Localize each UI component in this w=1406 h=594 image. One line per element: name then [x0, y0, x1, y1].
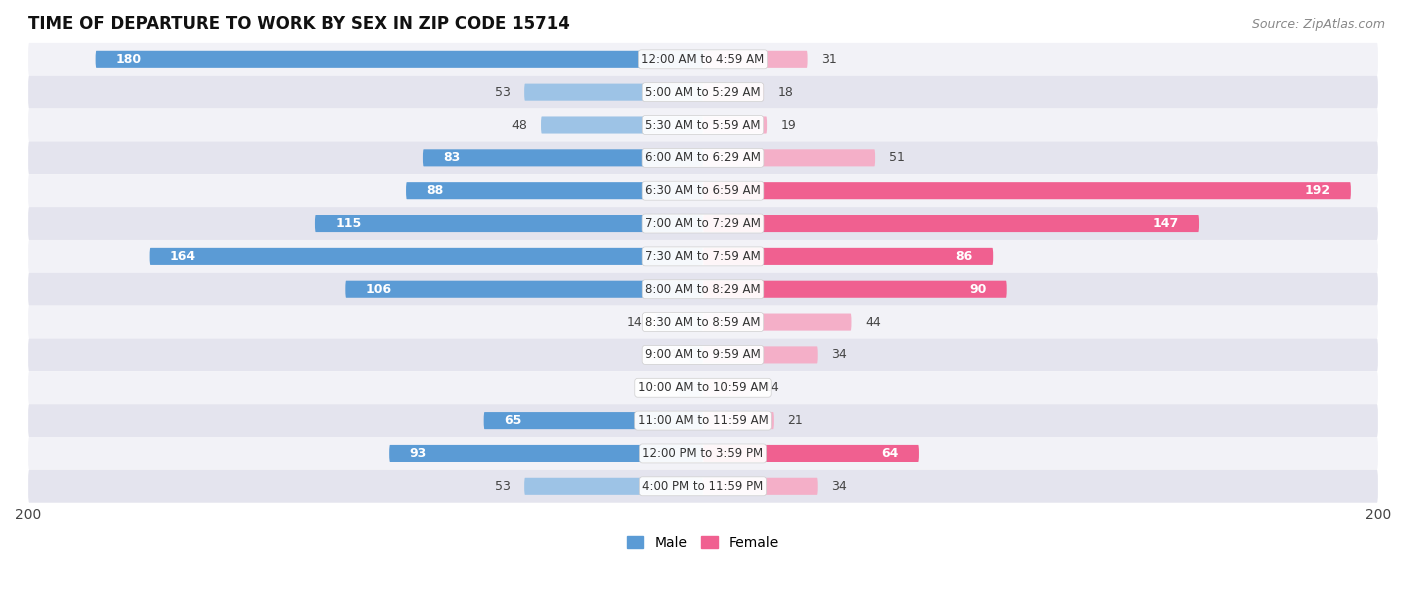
Text: 8:30 AM to 8:59 AM: 8:30 AM to 8:59 AM	[645, 315, 761, 328]
FancyBboxPatch shape	[28, 437, 1378, 470]
FancyBboxPatch shape	[28, 75, 1378, 109]
FancyBboxPatch shape	[315, 215, 703, 232]
Text: 115: 115	[335, 217, 361, 230]
Legend: Male, Female: Male, Female	[621, 530, 785, 555]
FancyBboxPatch shape	[703, 149, 875, 166]
FancyBboxPatch shape	[703, 215, 1199, 232]
Text: 53: 53	[495, 480, 510, 493]
Text: 10:00 AM to 10:59 AM: 10:00 AM to 10:59 AM	[638, 381, 768, 394]
Text: 12:00 AM to 4:59 AM: 12:00 AM to 4:59 AM	[641, 53, 765, 66]
FancyBboxPatch shape	[28, 470, 1378, 503]
Text: 51: 51	[889, 151, 904, 165]
Text: 8:00 AM to 8:29 AM: 8:00 AM to 8:29 AM	[645, 283, 761, 296]
Text: 147: 147	[1153, 217, 1178, 230]
Text: 48: 48	[512, 118, 527, 131]
Text: 6:30 AM to 6:59 AM: 6:30 AM to 6:59 AM	[645, 184, 761, 197]
Text: 14: 14	[627, 315, 643, 328]
FancyBboxPatch shape	[28, 306, 1378, 339]
FancyBboxPatch shape	[703, 346, 818, 364]
Text: 7:30 AM to 7:59 AM: 7:30 AM to 7:59 AM	[645, 250, 761, 263]
FancyBboxPatch shape	[703, 50, 807, 68]
FancyBboxPatch shape	[484, 412, 703, 429]
FancyBboxPatch shape	[28, 339, 1378, 371]
Text: 90: 90	[969, 283, 987, 296]
Text: 4: 4	[668, 349, 676, 361]
FancyBboxPatch shape	[703, 379, 751, 396]
Text: Source: ZipAtlas.com: Source: ZipAtlas.com	[1251, 18, 1385, 31]
FancyBboxPatch shape	[28, 207, 1378, 240]
FancyBboxPatch shape	[28, 240, 1378, 273]
FancyBboxPatch shape	[28, 109, 1378, 141]
Text: 9:00 AM to 9:59 AM: 9:00 AM to 9:59 AM	[645, 349, 761, 361]
FancyBboxPatch shape	[389, 445, 703, 462]
Text: 34: 34	[831, 480, 846, 493]
Text: 83: 83	[443, 151, 460, 165]
FancyBboxPatch shape	[28, 43, 1378, 75]
Text: 18: 18	[778, 86, 793, 99]
Text: 12:00 PM to 3:59 PM: 12:00 PM to 3:59 PM	[643, 447, 763, 460]
FancyBboxPatch shape	[703, 116, 768, 134]
Text: 88: 88	[426, 184, 443, 197]
FancyBboxPatch shape	[524, 84, 703, 101]
Text: 7: 7	[658, 381, 666, 394]
Text: 53: 53	[495, 86, 510, 99]
Text: 86: 86	[956, 250, 973, 263]
FancyBboxPatch shape	[346, 281, 703, 298]
FancyBboxPatch shape	[541, 116, 703, 134]
FancyBboxPatch shape	[703, 478, 818, 495]
FancyBboxPatch shape	[655, 314, 703, 331]
FancyBboxPatch shape	[703, 248, 993, 265]
Text: 64: 64	[882, 447, 898, 460]
FancyBboxPatch shape	[703, 445, 920, 462]
FancyBboxPatch shape	[703, 281, 1007, 298]
FancyBboxPatch shape	[703, 84, 763, 101]
FancyBboxPatch shape	[149, 248, 703, 265]
Text: 14: 14	[763, 381, 779, 394]
Text: 34: 34	[831, 349, 846, 361]
FancyBboxPatch shape	[28, 273, 1378, 306]
Text: 93: 93	[409, 447, 426, 460]
FancyBboxPatch shape	[703, 182, 1351, 199]
FancyBboxPatch shape	[28, 174, 1378, 207]
FancyBboxPatch shape	[96, 50, 703, 68]
Text: 19: 19	[780, 118, 796, 131]
Text: 164: 164	[170, 250, 195, 263]
Text: 180: 180	[115, 53, 142, 66]
FancyBboxPatch shape	[703, 412, 773, 429]
Text: 5:30 AM to 5:59 AM: 5:30 AM to 5:59 AM	[645, 118, 761, 131]
FancyBboxPatch shape	[703, 314, 852, 331]
Text: 21: 21	[787, 414, 803, 427]
FancyBboxPatch shape	[28, 371, 1378, 404]
Text: TIME OF DEPARTURE TO WORK BY SEX IN ZIP CODE 15714: TIME OF DEPARTURE TO WORK BY SEX IN ZIP …	[28, 15, 569, 33]
Text: 106: 106	[366, 283, 392, 296]
Text: 31: 31	[821, 53, 837, 66]
Text: 7:00 AM to 7:29 AM: 7:00 AM to 7:29 AM	[645, 217, 761, 230]
FancyBboxPatch shape	[524, 478, 703, 495]
Text: 192: 192	[1305, 184, 1330, 197]
FancyBboxPatch shape	[406, 182, 703, 199]
Text: 44: 44	[865, 315, 880, 328]
FancyBboxPatch shape	[679, 379, 703, 396]
FancyBboxPatch shape	[28, 404, 1378, 437]
FancyBboxPatch shape	[28, 141, 1378, 174]
Text: 6:00 AM to 6:29 AM: 6:00 AM to 6:29 AM	[645, 151, 761, 165]
FancyBboxPatch shape	[423, 149, 703, 166]
Text: 4:00 PM to 11:59 PM: 4:00 PM to 11:59 PM	[643, 480, 763, 493]
FancyBboxPatch shape	[689, 346, 703, 364]
Text: 5:00 AM to 5:29 AM: 5:00 AM to 5:29 AM	[645, 86, 761, 99]
Text: 11:00 AM to 11:59 AM: 11:00 AM to 11:59 AM	[638, 414, 768, 427]
Text: 65: 65	[503, 414, 522, 427]
